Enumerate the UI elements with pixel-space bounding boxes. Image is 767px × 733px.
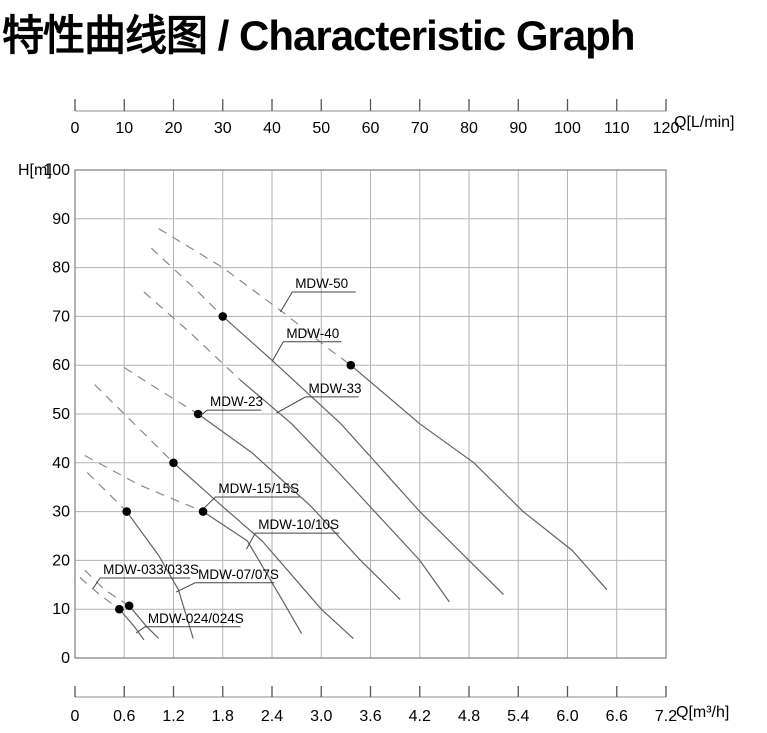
curve-label-leader (276, 396, 359, 414)
curve-MDW-024-024S: MDW-024/024S (79, 577, 244, 641)
bottom-axis-tick-label: 0.6 (113, 708, 135, 725)
top-axis-tick-label: 50 (312, 120, 330, 137)
duty-point-dot (218, 312, 228, 321)
curve-label: MDW-40 (286, 326, 339, 341)
curve-MDW-40: MDW-40 (150, 247, 504, 596)
curve-label: MDW-50 (295, 276, 348, 291)
duty-point-dot (122, 507, 132, 516)
curve-solid-segment (118, 608, 145, 641)
curve-dashed-segment (143, 291, 241, 381)
curve-solid-segment (350, 364, 608, 591)
curve-label-leader (175, 582, 275, 593)
page-title: 特性曲线图 / Characteristic Graph (2, 12, 635, 59)
duty-point-dot (115, 604, 124, 614)
curve-label-leader (203, 496, 300, 509)
curve-label: MDW-10/10S (258, 517, 339, 532)
top-axis-tick-label: 120 (653, 120, 680, 137)
top-axis-tick-label: 80 (460, 120, 478, 137)
curve-label: MDW-33 (308, 381, 361, 396)
curve-solid-segment (239, 379, 450, 603)
curve-dashed-segment (123, 367, 199, 415)
top-axis-tick-label: 10 (115, 120, 133, 137)
top-axis-tick-label: 60 (362, 120, 380, 137)
duty-point-dot (198, 507, 208, 516)
curve-label: MDW-024/024S (148, 611, 244, 626)
bottom-axis-tick-label: 4.8 (458, 708, 480, 725)
curve-solid-segment (197, 413, 401, 600)
curve-MDW-33: MDW-33 (143, 291, 450, 603)
bottom-axis-tick-label: 5.4 (507, 708, 529, 725)
curve-dashed-segment (79, 577, 120, 610)
curve-MDW-50: MDW-50 (158, 228, 608, 591)
top-axis-tick-label: 40 (263, 120, 281, 137)
curve-MDW-23: MDW-23 (123, 367, 401, 600)
left-axis-unit-label: H[m] (18, 162, 52, 179)
bottom-axis-tick-label: 2.4 (261, 708, 283, 725)
curve-label: MDW-07/07S (198, 567, 279, 582)
bottom-axis-tick-label: 0 (71, 708, 80, 725)
curve-label-leader (135, 626, 241, 634)
bottom-axis: 0 0.6 1.2 1.8 2.4 3.0 3.6 4.2 4.8 5.4 6.0 6.6 7.2Q[m… (71, 686, 729, 725)
top-axis-tick-label: 90 (509, 120, 527, 137)
curve-solid-segment (126, 511, 194, 639)
left-axis-tick-label: 80 (52, 260, 70, 277)
left-axis-tick-label: 70 (52, 308, 70, 325)
curve-dashed-segment (150, 247, 224, 317)
top-axis-tick-label: 0 (71, 120, 80, 137)
curve-label-leader (199, 409, 262, 417)
top-axis-unit-label: Q[L/min] (674, 114, 734, 131)
curve-dashed-segment (84, 454, 204, 513)
top-axis-tick-label: 20 (165, 120, 183, 137)
plot-border (74, 169, 667, 659)
bottom-axis-tick-label: 1.8 (212, 708, 234, 725)
curve-dashed-segment (94, 384, 174, 464)
bottom-axis-tick-label: 3.0 (310, 708, 332, 725)
bottom-axis-tick-label: 6.0 (556, 708, 578, 725)
curves: MDW-50 MDW-40 MDW-33 MDW-23 MDW-15/15S MDW-10… (79, 228, 608, 641)
left-axis-tick-label: 0 (61, 650, 70, 667)
curve-label-leader (92, 577, 191, 589)
left-axis-tick-label: 50 (52, 406, 70, 423)
bottom-axis-tick-label: 1.2 (162, 708, 184, 725)
duty-point-dot (124, 601, 134, 611)
curve-MDW-15-15S: MDW-15/15S (94, 384, 354, 639)
bottom-axis-tick-label: 6.6 (606, 708, 628, 725)
left-axis-tick-label: 100 (43, 162, 70, 179)
duty-point-dot (169, 458, 178, 468)
left-axis-tick-label: 20 (52, 552, 70, 569)
curve-solid-segment (202, 511, 303, 634)
left-axis-tick-label: 10 (52, 601, 70, 618)
curve-label-leader (245, 532, 340, 550)
left-axis-tick-label: 60 (52, 357, 70, 374)
curve-dashed-segment (158, 228, 352, 366)
top-axis-tick-label: 110 (604, 120, 630, 137)
curve-label-leader (279, 291, 356, 313)
duty-point-dot (346, 360, 356, 370)
left-axis-tick-label: 30 (52, 504, 70, 521)
top-axis-tick-label: 70 (411, 120, 429, 137)
curve-MDW-10-10S: MDW-10/10S (84, 454, 340, 634)
curve-label-leader (272, 341, 342, 362)
bottom-axis-tick-label: 4.2 (409, 708, 431, 725)
bottom-axis-unit-label: Q[m³/h] (676, 704, 729, 721)
left-axis-tick-label: 90 (52, 211, 70, 228)
bottom-axis-tick-label: 3.6 (359, 708, 381, 725)
top-axis-tick-label: 30 (214, 120, 232, 137)
top-axis-tick-label: 100 (554, 120, 581, 137)
curve-label: MDW-23 (210, 394, 263, 409)
left-axis-tick-label: 40 (52, 455, 70, 472)
curve-label: MDW-033/033S (103, 562, 199, 577)
grid (74, 169, 667, 659)
curve-MDW-07-07S: MDW-07/07S (86, 472, 279, 639)
bottom-axis-tick-label: 7.2 (655, 708, 677, 725)
duty-point-dot (193, 409, 203, 419)
curve-solid-segment (173, 462, 354, 639)
curve-dashed-segment (86, 472, 128, 513)
curve-solid-segment (222, 315, 504, 596)
curve-MDW-033-033S: MDW-033/033S (84, 562, 199, 639)
curve-label: MDW-15/15S (218, 481, 299, 496)
